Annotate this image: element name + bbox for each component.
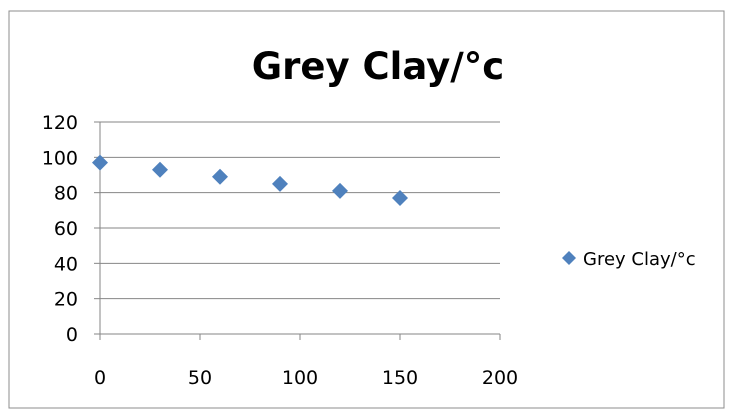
legend-label: Grey Clay/°c: [583, 249, 696, 270]
y-tick-label: 40: [54, 253, 78, 275]
x-tick-label: 0: [94, 367, 106, 389]
y-axis: 0 20 40 60 80 100 120: [42, 112, 101, 346]
x-tick-label: 200: [482, 367, 518, 389]
y-tick-label: 20: [54, 289, 78, 311]
x-tick-label: 50: [188, 367, 212, 389]
x-tick-label: 100: [282, 367, 318, 389]
legend: Grey Clay/°c: [562, 249, 696, 270]
data-point: [392, 189, 408, 206]
data-point: [152, 161, 168, 178]
data-point: [332, 182, 348, 199]
x-tick-label: 150: [382, 367, 418, 389]
chart-border: [8, 10, 725, 409]
data-point: [212, 168, 228, 185]
data-point: [272, 175, 288, 192]
legend-marker: [562, 251, 576, 265]
y-tick-label: 0: [66, 324, 78, 346]
y-tick-label: 80: [54, 183, 78, 205]
grid-lines: [100, 121, 500, 300]
y-tick-label: 120: [42, 112, 78, 134]
x-axis: 0 50 100 150 200: [94, 333, 518, 389]
y-tick-label: 60: [54, 218, 78, 240]
data-point: [92, 154, 108, 171]
chart-title: Grey Clay/°c: [252, 45, 504, 88]
data-points: [92, 154, 408, 206]
y-tick-label: 100: [42, 147, 78, 169]
